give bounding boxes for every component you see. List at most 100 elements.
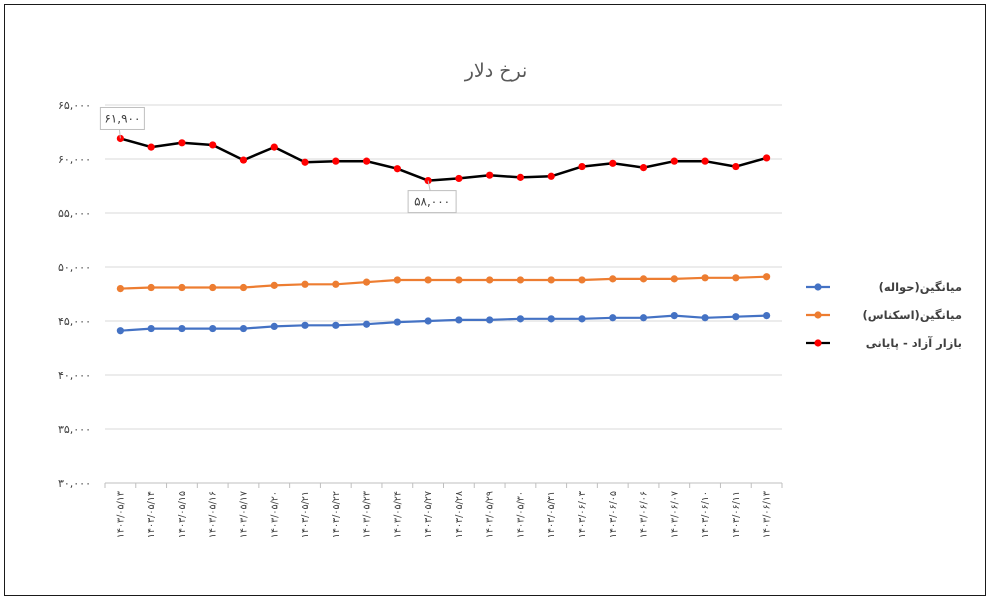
data-point	[455, 316, 463, 324]
data-point	[609, 159, 617, 167]
data-point	[393, 318, 401, 326]
x-tick-label: ۱۴۰۳/۰۵/۲۲	[331, 491, 342, 538]
data-point	[332, 157, 340, 165]
data-point	[701, 157, 709, 165]
data-point	[332, 280, 340, 288]
series-line	[120, 137, 767, 182]
data-point	[362, 320, 371, 328]
data-point	[547, 276, 555, 284]
y-axis: ۳۰,۰۰۰ ۳۵,۰۰۰ ۴۰,۰۰۰ ۴۵,۰۰۰ ۵۰,۰۰۰ ۵۵,۰۰۰ ۶۰,۰…	[58, 99, 91, 490]
data-point	[209, 283, 217, 292]
data-point	[270, 281, 278, 289]
callout-leader	[427, 180, 431, 191]
data-point	[516, 276, 525, 284]
data-point	[424, 317, 432, 325]
chart-title: نرخ دلار	[464, 60, 528, 82]
data-point	[763, 273, 771, 281]
data-point	[486, 316, 494, 324]
data-point	[732, 313, 740, 321]
callout-label: ۶۱,۹۰۰	[104, 111, 140, 125]
data-point	[455, 276, 463, 284]
data-point	[486, 171, 494, 179]
x-tick-label: ۱۴۰۳/۰۵/۲۴	[392, 491, 403, 538]
data-callouts: ۶۱,۹۰۰ ۵۸,۰۰۰	[99, 106, 457, 214]
callout: ۵۸,۰۰۰	[407, 180, 457, 214]
data-point	[639, 314, 648, 322]
callout-label: ۵۸,۰۰۰	[414, 195, 450, 209]
data-point	[178, 283, 186, 292]
data-point	[609, 275, 617, 283]
x-tick-label: ۱۴۰۳/۰۵/۱۷	[238, 491, 249, 538]
data-point	[147, 324, 155, 333]
x-tick-label: ۱۴۰۳/۰۵/۱۳	[115, 491, 126, 538]
data-point	[147, 283, 155, 292]
x-tick-label: ۱۴۰۳/۰۶/۰۵	[608, 491, 619, 538]
x-tick-label: ۱۴۰۳/۰۵/۲۰	[269, 491, 280, 538]
x-tick-label: ۱۴۰۳/۰۵/۲۸	[454, 491, 465, 538]
legend-item: بازار آزاد - پایانی	[806, 336, 962, 350]
data-point	[116, 285, 124, 293]
chart-frame	[4, 4, 986, 596]
y-tick-label: ۶۵,۰۰۰	[58, 99, 91, 112]
data-point	[301, 280, 309, 288]
series-group	[116, 134, 771, 335]
y-tick-label: ۵۵,۰۰۰	[58, 207, 91, 220]
y-tick-label: ۶۰,۰۰۰	[58, 153, 91, 166]
legend-label: بازار آزاد - پایانی	[866, 336, 962, 350]
callout-box	[99, 106, 145, 130]
data-point	[301, 321, 309, 329]
legend-swatch-marker	[814, 339, 822, 347]
data-point	[732, 162, 740, 171]
callout-leader	[118, 129, 121, 139]
data-point	[670, 275, 678, 283]
data-point	[670, 157, 678, 165]
x-tick-label: ۱۴۰۳/۰۵/۲۷	[423, 491, 434, 538]
x-tick-label: ۱۴۰۳/۰۵/۲۳	[362, 491, 373, 538]
x-tick-label: ۱۴۰۳/۰۶/۰۳	[577, 491, 588, 538]
data-point	[424, 276, 432, 284]
x-tick-label: ۱۴۰۳/۰۶/۰۶	[639, 491, 650, 538]
series-line	[120, 275, 767, 290]
y-tick-label: ۳۵,۰۰۰	[58, 423, 91, 436]
data-point	[362, 278, 371, 286]
data-point	[516, 315, 525, 323]
x-tick-label: ۱۴۰۳/۰۵/۲۹	[485, 491, 496, 538]
y-tick-label: ۳۰,۰۰۰	[58, 477, 91, 490]
data-point	[270, 322, 278, 330]
series-line	[120, 314, 767, 332]
data-point	[393, 165, 401, 173]
data-point	[670, 312, 678, 320]
y-tick-label: ۵۰,۰۰۰	[58, 261, 91, 274]
data-point	[209, 324, 217, 333]
x-tick-label: ۱۴۰۳/۰۵/۳۰	[515, 491, 526, 538]
data-point	[239, 324, 248, 333]
data-point	[178, 139, 186, 147]
data-point	[393, 276, 401, 284]
callout: ۶۱,۹۰۰	[99, 106, 145, 139]
data-point	[578, 162, 586, 171]
data-point	[763, 312, 771, 320]
legend-label: میانگین(حواله)	[879, 280, 962, 295]
legend-label: میانگین(اسکناس)	[862, 308, 962, 322]
data-point	[639, 164, 648, 172]
x-tick-label: ۱۴۰۳/۰۶/۱۱	[731, 491, 742, 538]
data-point	[516, 173, 525, 181]
data-point	[147, 143, 155, 151]
data-point	[701, 274, 709, 282]
data-point	[332, 321, 340, 329]
data-point	[578, 276, 586, 284]
data-point	[116, 327, 124, 335]
data-point	[362, 157, 371, 165]
data-point	[178, 324, 186, 333]
legend-swatch-marker	[814, 283, 822, 291]
data-point	[763, 154, 771, 162]
data-point	[239, 283, 248, 292]
data-point	[547, 315, 555, 323]
x-tick-label: ۱۴۰۳/۰۵/۲۱	[300, 491, 311, 538]
y-tick-label: ۴۵,۰۰۰	[58, 315, 91, 328]
data-point	[578, 315, 586, 323]
data-point	[639, 275, 648, 283]
data-point	[270, 143, 278, 151]
data-point	[239, 156, 248, 164]
data-point	[455, 174, 463, 183]
